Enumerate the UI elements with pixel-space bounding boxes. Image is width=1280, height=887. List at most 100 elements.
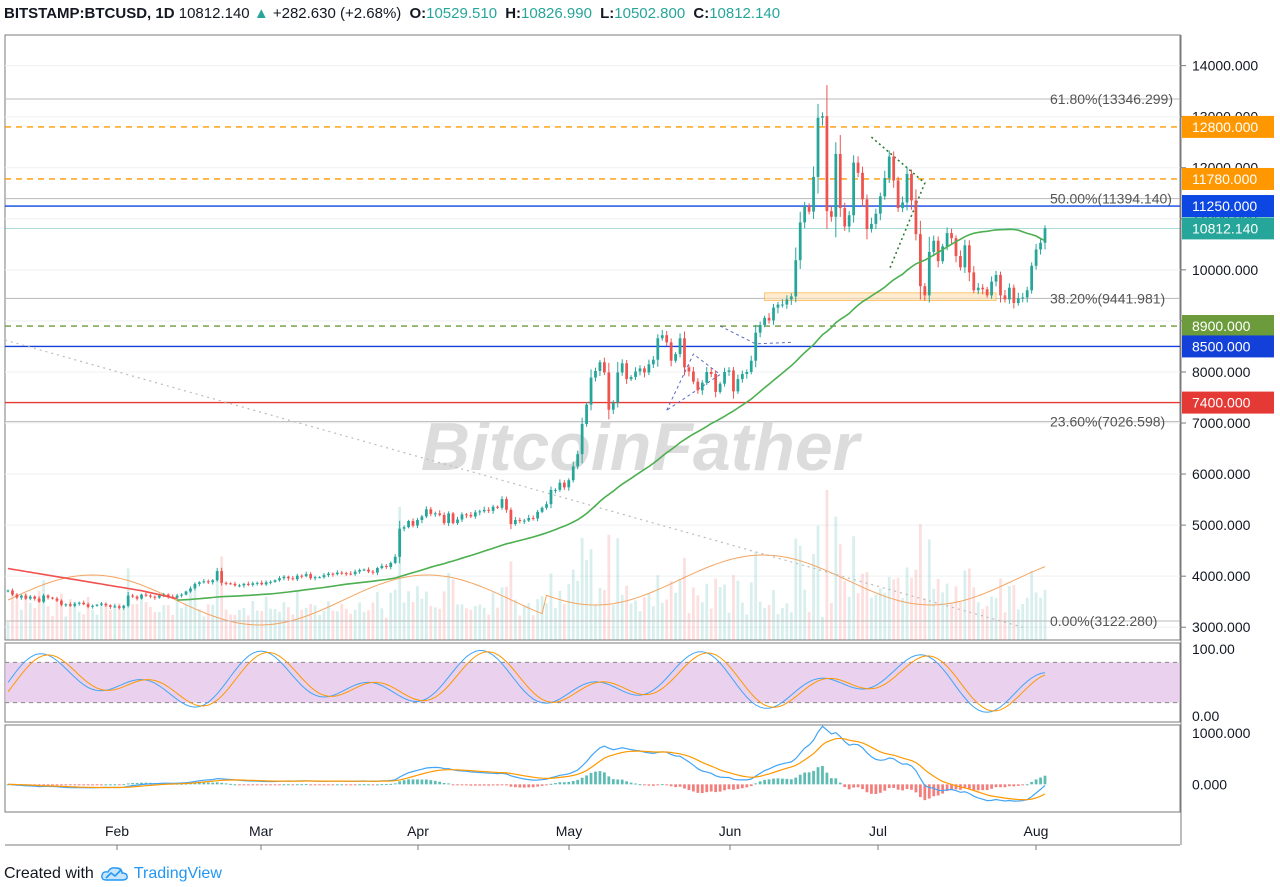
candle-body (843, 208, 847, 227)
candle-body (625, 363, 629, 380)
candle-body (6, 590, 10, 592)
candle-body (518, 520, 522, 522)
candle-body (117, 606, 121, 608)
candle-body (202, 581, 206, 583)
volume-bar (166, 605, 170, 640)
volume-bar (95, 614, 99, 640)
volume-bar (767, 605, 771, 640)
macd-histogram-bar (927, 784, 931, 799)
volume-bar (776, 614, 780, 640)
candle-body (950, 233, 953, 239)
candle-body (932, 240, 936, 252)
macd-histogram-bar (220, 782, 224, 785)
volume-bar (451, 579, 455, 640)
volume-bar (714, 578, 718, 640)
volume-bar (896, 577, 900, 640)
macd-histogram-bar (531, 784, 535, 788)
fib-label: 61.80%(13346.299) (1050, 91, 1173, 107)
volume-bar (131, 604, 134, 640)
macd-histogram-bar (469, 784, 473, 786)
volume-bar (865, 572, 869, 640)
macd-histogram-bar (776, 778, 780, 785)
volume-bar (304, 608, 308, 640)
volume-bar (554, 608, 557, 640)
macd-histogram-bar (678, 784, 682, 787)
stochastic-rsi-pane (5, 649, 1180, 713)
volume-bar (727, 612, 731, 640)
price-badge-label: 11250.000 (1192, 198, 1257, 214)
candle-body (104, 603, 108, 606)
candle-body (594, 370, 597, 378)
candle-body (576, 454, 580, 467)
volume-bar (562, 604, 566, 640)
candle-body (856, 162, 860, 173)
candle-body (287, 576, 290, 579)
macd-histogram-bar (189, 783, 192, 785)
price-badge (1182, 335, 1274, 358)
volume-bar (478, 604, 482, 640)
volume-bar (438, 608, 442, 640)
macd-histogram-bar (878, 784, 882, 793)
volume-bar (465, 608, 468, 640)
macd-histogram-bar (407, 779, 410, 785)
macd-histogram-bar (990, 784, 993, 789)
macd-histogram-bar (874, 784, 878, 794)
macd-histogram-bar (340, 784, 344, 786)
volume-bar (985, 605, 989, 640)
footer: Created with TradingView (4, 862, 222, 886)
macd-histogram-bar (745, 784, 749, 788)
macd-histogram-bar (424, 779, 428, 785)
candle-body (140, 594, 143, 599)
volume-bar (763, 607, 766, 640)
macd-histogram-bar (718, 784, 722, 792)
volume-bar (910, 577, 913, 640)
price-chart[interactable]: 61.80%(13346.299) 50.00%(11394.140) 38.20%… (0, 0, 1280, 860)
candle-body (184, 591, 188, 595)
macd-histogram-bar (513, 784, 517, 788)
volume-bar (287, 607, 290, 640)
candle-body (33, 596, 37, 599)
candle-body (976, 287, 980, 291)
candle-body (135, 596, 139, 599)
candle-body (215, 571, 219, 581)
candle-body (527, 517, 531, 521)
macd-histogram-bar (1039, 777, 1042, 785)
candle-body (616, 372, 620, 403)
volume-bar (749, 582, 753, 640)
volume-bar (260, 611, 264, 640)
macd-histogram-bar (829, 778, 833, 785)
price-badge-label: 8900.000 (1192, 318, 1251, 334)
volume-bar (171, 615, 175, 640)
volume-bar (367, 610, 370, 640)
volume-bar (696, 595, 700, 640)
volume-bar (567, 584, 571, 640)
candle-body (193, 583, 197, 589)
macd-histogram-bar (838, 782, 842, 785)
candle-body (634, 371, 637, 378)
macd-histogram-bar (51, 784, 54, 786)
candle-body (322, 575, 326, 578)
volume-bar (829, 603, 833, 640)
time-tick-label: Jun (719, 823, 742, 839)
fib-label: 50.00%(11394.140) (1050, 191, 1172, 207)
volume-bar (678, 578, 682, 640)
candle-body (603, 362, 606, 373)
volume-bar (362, 611, 366, 640)
candle-body (896, 180, 900, 209)
volume-bar (914, 569, 918, 640)
candle-body (197, 582, 201, 584)
volume-bar (238, 610, 241, 640)
symbol-label[interactable]: BITSTAMP:BTCUSD, 1D (4, 5, 175, 22)
volume-bar (433, 607, 437, 640)
candle-body (643, 368, 646, 373)
macd-histogram-bar (269, 784, 272, 786)
macd-histogram-bar (758, 781, 762, 785)
volume-bar (273, 609, 277, 640)
macd-histogram-bar (68, 784, 72, 786)
tradingview-link[interactable]: TradingView (133, 865, 222, 882)
volume-bar (513, 599, 517, 640)
macd-histogram-bar (367, 784, 370, 786)
volume-bar (407, 591, 410, 640)
volume-bar (518, 615, 522, 640)
macd-histogram-bar (1016, 784, 1020, 786)
